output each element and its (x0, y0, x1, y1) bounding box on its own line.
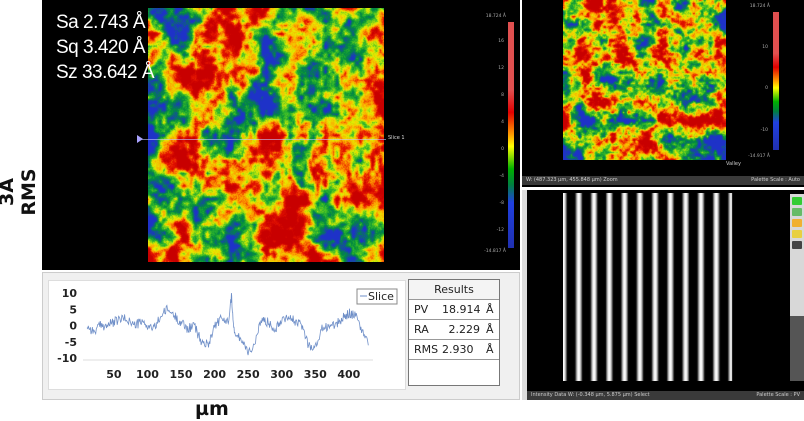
row-value: 2.930 (442, 343, 474, 356)
surface-stats: Sa 2.743 Å Sq 3.420 Å Sz 33.642 Å (56, 10, 155, 85)
colorbar (508, 22, 514, 248)
y-tick-label: -5 (65, 336, 77, 349)
colorbar-tick: 8 (501, 93, 504, 98)
x-unit-label: µm (195, 398, 229, 420)
results-title: Results (409, 280, 499, 300)
intensity-status-bar: Intensity Data W: (-0.348 µm, 5.875 µm) … (527, 391, 804, 400)
row-value: 2.229 (448, 323, 481, 336)
stat-sa: Sa 2.743 Å (56, 12, 146, 33)
stat-sz: Sz 33.642 Å (56, 62, 155, 83)
y-tick-label: 10 (62, 287, 78, 300)
intensity-status-left: Intensity Data W: (-0.348 µm, 5.875 µm) … (531, 392, 650, 398)
zoom-status-bar: W: (487.323 µm, 455.848 µm) Zoom Palette… (522, 176, 804, 185)
fringe-image (563, 193, 745, 381)
results-row-ra: RA 2.229 Å (409, 320, 499, 340)
zoom-tick: 10 (762, 45, 768, 50)
zoom-height-map[interactable] (563, 0, 726, 160)
colorbar-tick: 0 (501, 147, 504, 152)
y-tick-label: -10 (57, 352, 77, 365)
colorbar-tick: 16 (498, 39, 504, 44)
row-name: PV (414, 303, 429, 316)
x-tick-label: 100 (136, 368, 159, 381)
slice-handle[interactable] (137, 135, 143, 143)
valley-label: Valley (726, 161, 741, 167)
row-unit: Å (486, 323, 494, 336)
x-tick-label: 200 (203, 368, 226, 381)
colorbar-tick: -4 (499, 174, 505, 179)
x-tick-label: 50 (106, 368, 122, 381)
colorbar-tick: 12 (498, 66, 504, 71)
colorbar-max: 18.724 Å (485, 14, 506, 19)
zoom-colorbar (773, 12, 779, 150)
row-value: 18.914 (442, 303, 481, 316)
camera-icon[interactable] (792, 241, 802, 249)
profile-chart: 10 5 0 -5 -10 50 100 150 200 250 300 350 400 Slice (48, 280, 406, 390)
row-unit: Å (486, 303, 494, 316)
zoom-status-right: Palette Scale : Auto (751, 177, 800, 183)
colorbar-tick: 4 (501, 120, 504, 125)
results-row-rms: RMS 2.930 Å (409, 340, 499, 360)
select-icon[interactable] (792, 219, 802, 227)
slice-label: Slice 1 (388, 135, 405, 141)
colorbar-tick: -12 (496, 228, 504, 233)
zoom-tick: -10 (760, 128, 768, 133)
side-label: 3Å RMS (0, 168, 40, 216)
x-tick-label: 350 (304, 368, 327, 381)
colorbar-tick: -8 (499, 201, 505, 206)
grid-icon[interactable] (792, 208, 802, 216)
check-icon[interactable] (792, 197, 802, 205)
row-name: RMS (414, 343, 439, 356)
y-tick-label: 5 (69, 303, 77, 316)
surface-height-map[interactable] (148, 8, 384, 262)
x-tick-label: 400 (337, 368, 360, 381)
slice-line[interactable] (140, 139, 386, 140)
toolbar-empty (790, 316, 804, 381)
zoom-tick: 0 (765, 86, 768, 91)
results-table: Results PV 18.914 Å RA 2.229 Å RMS 2.930 Å (408, 279, 500, 386)
slice-series-line (86, 292, 369, 356)
y-tick-label: 0 (69, 320, 77, 333)
legend-label: Slice (368, 290, 394, 303)
zoom-colorbar-max: 18.724 Å (749, 4, 770, 9)
colorbar-min: -14.817 Å (484, 249, 506, 254)
x-tick-label: 300 (270, 368, 293, 381)
row-unit: Å (486, 343, 494, 356)
legend-box (356, 288, 398, 305)
x-tick-label: 250 (237, 368, 260, 381)
intensity-status-right: Palette Scale : PV (756, 392, 800, 398)
side-toolbar (790, 194, 804, 316)
results-row-pv: PV 18.914 Å (409, 300, 499, 320)
x-tick-label: 150 (170, 368, 193, 381)
stat-sq: Sq 3.420 Å (56, 37, 146, 58)
zoom-status-left: W: (487.323 µm, 455.848 µm) Zoom (526, 177, 618, 183)
light-icon[interactable] (792, 230, 802, 238)
row-name: RA (414, 323, 429, 336)
zoom-colorbar-min: -14.917 Å (748, 154, 770, 159)
